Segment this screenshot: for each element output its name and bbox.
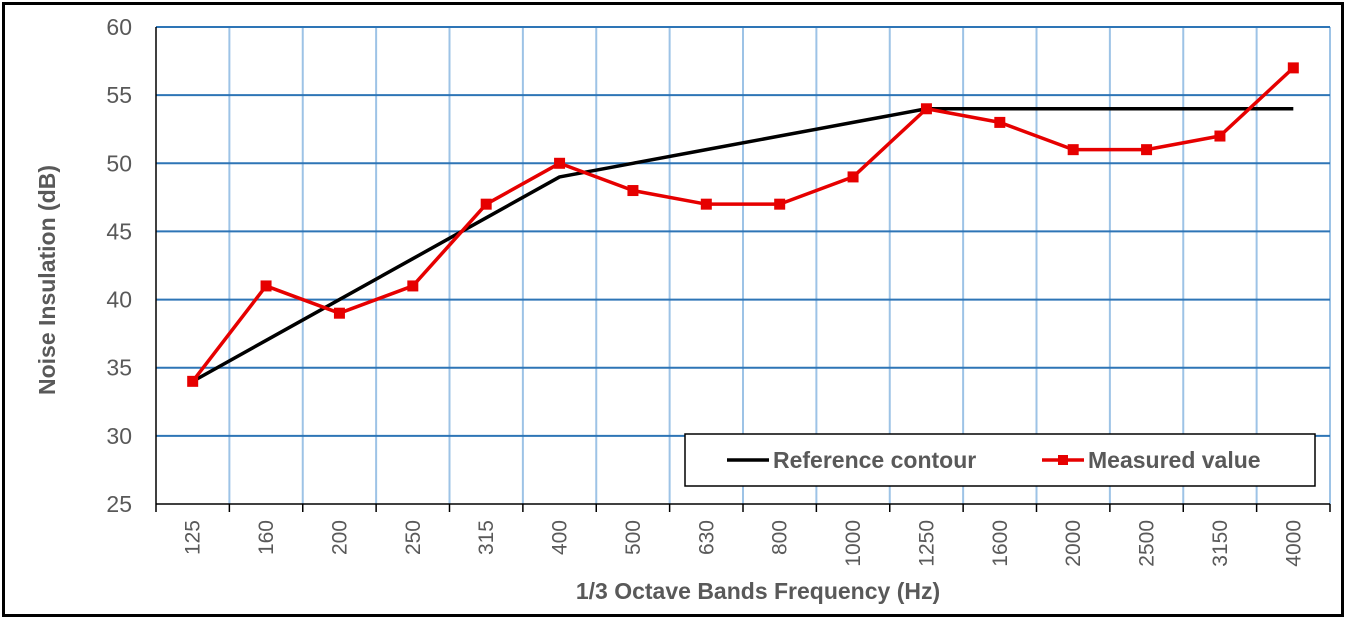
data-point-measured-value — [333, 307, 345, 319]
x-tick-label: 630 — [695, 520, 718, 555]
x-tick-label: 800 — [769, 520, 792, 555]
axes — [155, 27, 1331, 512]
y-axis-title: Noise Insulation (dB) — [34, 165, 60, 395]
y-tick-label: 40 — [106, 287, 132, 313]
x-tick-label: 1600 — [989, 520, 1012, 567]
x-tick-label: 400 — [549, 520, 572, 555]
legend: Reference contour Measured value — [684, 433, 1316, 487]
data-point-measured-value — [700, 198, 712, 210]
x-tick-label: 2000 — [1062, 520, 1085, 567]
data-point-measured-value — [774, 198, 786, 210]
x-tick-label: 4000 — [1282, 520, 1305, 567]
series-line-measured-value — [191, 66, 1295, 383]
x-tick-label: 125 — [182, 520, 205, 555]
grid — [156, 26, 1331, 504]
data-point-measured-value — [260, 280, 272, 292]
data-point-measured-value — [1287, 62, 1299, 74]
data-point-measured-value — [480, 198, 492, 210]
x-tick-label: 1250 — [915, 520, 938, 567]
x-tick-label: 2500 — [1136, 520, 1159, 567]
data-point-measured-value — [1214, 130, 1226, 142]
x-tick-label: 315 — [475, 520, 498, 555]
x-tick-label: 1000 — [842, 520, 865, 567]
y-tick-label: 50 — [106, 150, 132, 176]
y-tick-label: 35 — [106, 355, 132, 381]
y-tick-label: 25 — [106, 491, 132, 517]
legend-box — [684, 433, 1316, 487]
data-point-measured-value — [627, 185, 639, 197]
legend-label-reference: Reference contour — [773, 447, 976, 473]
data-point-measured-value — [187, 375, 199, 387]
x-tick-label: 3150 — [1209, 520, 1232, 567]
data-point-measured-value — [1141, 144, 1153, 156]
x-tick-label: 200 — [328, 520, 351, 555]
y-tick-label: 60 — [106, 14, 132, 40]
series — [187, 62, 1299, 387]
data-point-measured-value — [554, 157, 566, 169]
tick-labels: 25 30 35 40 45 50 55 60 125 160 200 250 315 400 500 630… — [106, 14, 1305, 567]
legend-marker-measured — [1058, 455, 1068, 465]
data-point-measured-value — [994, 116, 1006, 128]
series-line-reference-contour — [191, 107, 1294, 383]
y-tick-label: 55 — [106, 82, 132, 108]
x-tick-label: 160 — [255, 520, 278, 555]
data-point-measured-value — [1067, 144, 1079, 156]
data-point-measured-value — [847, 171, 859, 183]
y-tick-label: 30 — [106, 423, 132, 449]
x-tick-label: 500 — [622, 520, 645, 555]
data-point-measured-value — [920, 103, 932, 115]
data-point-measured-value — [407, 280, 419, 292]
legend-label-measured: Measured value — [1088, 447, 1261, 473]
y-tick-label: 45 — [106, 218, 132, 244]
x-axis-title: 1/3 Octave Bands Frequency (Hz) — [576, 578, 940, 604]
x-tick-label: 250 — [402, 520, 425, 555]
